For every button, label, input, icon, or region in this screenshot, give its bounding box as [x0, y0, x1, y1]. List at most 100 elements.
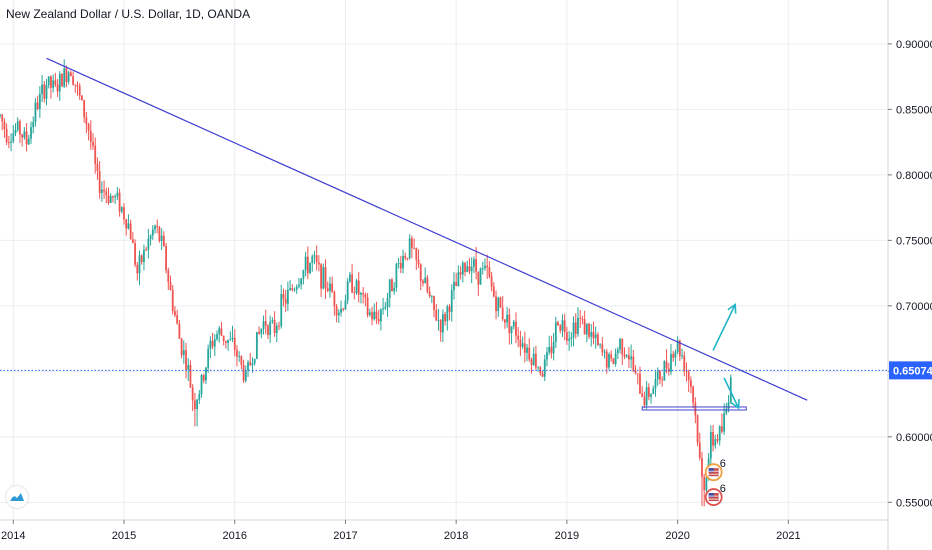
candle-body — [464, 263, 466, 273]
candle-body — [165, 246, 167, 271]
candle-body — [342, 308, 345, 310]
arrow-line-3[interactable] — [712, 304, 736, 351]
candle-body — [532, 353, 535, 366]
candle-body — [506, 314, 509, 323]
candle-body — [588, 323, 590, 337]
candle-body — [96, 164, 99, 171]
candle-body — [185, 350, 187, 370]
candle-body — [293, 289, 296, 291]
candle-body — [574, 322, 577, 334]
candle-body — [89, 130, 92, 143]
candle-body — [191, 387, 194, 401]
candle-body — [546, 352, 548, 360]
candle-body — [488, 267, 491, 277]
candle-body — [151, 229, 154, 236]
event-marker-0[interactable]: 6 — [704, 458, 726, 482]
candle-body — [74, 84, 77, 86]
candle-body — [36, 102, 39, 109]
candle-body — [610, 354, 613, 359]
candle-body — [550, 346, 553, 354]
candle-body — [599, 344, 602, 346]
candle-body — [211, 340, 214, 347]
candle-body — [603, 351, 606, 353]
candle-body — [548, 346, 551, 353]
candle-body — [286, 289, 289, 304]
candle-body — [703, 476, 706, 491]
candle-body — [198, 394, 201, 400]
support-zone[interactable] — [641, 406, 747, 411]
candle-body — [472, 259, 475, 267]
candle-body — [218, 328, 221, 334]
candle-body — [1, 114, 4, 122]
candle-body — [12, 133, 15, 142]
candle-body — [614, 353, 617, 365]
candle-body — [597, 334, 599, 346]
candle-body — [103, 189, 105, 192]
candle-body — [271, 320, 274, 322]
price-tick-label: 0.70000 — [896, 301, 932, 313]
candle-body — [335, 306, 338, 316]
candle-body — [284, 298, 287, 304]
candle-body — [375, 311, 378, 319]
trendline[interactable] — [46, 57, 808, 401]
arrow-line-4[interactable] — [723, 377, 740, 409]
candle-body — [109, 195, 112, 203]
candle-body — [729, 377, 732, 402]
candle-body — [690, 380, 692, 387]
candle-body — [484, 265, 486, 269]
candle-body — [331, 283, 334, 293]
candle-body — [579, 317, 582, 319]
candle-body — [619, 338, 621, 350]
candle-body — [295, 286, 298, 290]
candle-body — [727, 401, 730, 409]
candle-body — [656, 371, 659, 379]
candle-body — [698, 442, 701, 458]
candle-body — [521, 343, 524, 347]
candle-body — [709, 431, 712, 459]
candle-body — [439, 320, 442, 333]
candle-body — [410, 238, 413, 248]
candle-body — [457, 272, 460, 287]
candle-body — [585, 323, 588, 335]
candle-body — [174, 311, 176, 316]
candle-body — [621, 338, 624, 355]
candle-body — [81, 95, 83, 101]
candle-body — [267, 325, 269, 336]
tradingview-logo — [6, 486, 28, 508]
candle-body — [661, 379, 664, 381]
candle-body — [100, 189, 103, 193]
price-tick-label: 0.60000 — [896, 432, 932, 444]
candle-body — [636, 373, 639, 375]
candle-body — [262, 321, 265, 330]
candle-body — [406, 258, 409, 259]
candle-body — [114, 196, 117, 198]
candle-body — [512, 321, 515, 327]
candle-body — [570, 336, 573, 339]
candle-body — [415, 248, 418, 260]
candle-body — [395, 263, 398, 288]
candle-body — [136, 264, 139, 274]
candle-body — [714, 439, 717, 446]
candle-body — [32, 122, 35, 128]
candle-body — [65, 68, 68, 83]
candle-body — [523, 343, 526, 353]
candle-body — [251, 363, 254, 366]
candle-body — [120, 207, 123, 212]
candle-body — [441, 314, 444, 333]
candle-body — [561, 320, 564, 331]
candle-body — [364, 294, 367, 298]
candle-body — [563, 320, 566, 333]
candle-body — [450, 290, 453, 312]
candle-body — [333, 292, 336, 307]
candle-body — [83, 100, 86, 118]
candle-body — [583, 319, 586, 335]
candle-body — [535, 353, 537, 368]
candle-body — [58, 73, 61, 92]
candle-body — [466, 266, 469, 273]
candle-body — [572, 322, 575, 337]
candle-body — [641, 393, 644, 398]
candle-body — [630, 356, 633, 360]
event-marker-1[interactable]: 6 — [704, 483, 726, 506]
candle-body — [490, 276, 493, 287]
candle-body — [149, 235, 152, 239]
